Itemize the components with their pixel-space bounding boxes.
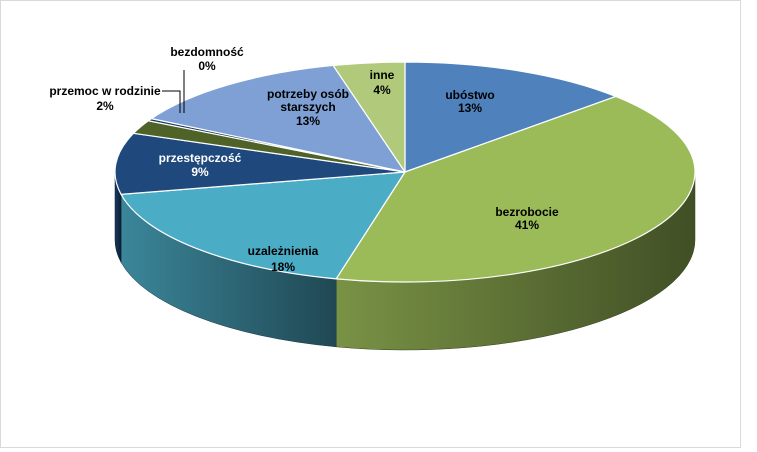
pie-slice-przestepczosc [114,132,406,195]
value-label-potrzeby-osob-starszych: 13% [296,114,320,128]
pie-slice-potrzeby-osob-starszych [150,64,406,173]
pie-labels: ubóstwo13%bezrobocie41%uzależnienia18%pr… [49,45,559,274]
pie-slice-inne [332,61,406,173]
category-label-uzaleznienia: uzależnienia [248,244,319,258]
category-label-bezdomnosc: bezdomność [170,45,244,59]
category-label-przestepczosc: przestępczość [159,151,242,165]
pie-slice-ubostwo [404,61,617,173]
value-label-przestepczosc: 9% [191,165,209,179]
leader-line-przemoc-w-rodzinie [162,90,181,113]
pie-slice-bezrobocie [335,95,696,283]
value-label-bezrobocie: 41% [515,218,539,232]
value-label-ubostwo: 13% [458,101,482,115]
value-label-inne: 4% [373,83,391,97]
value-label-bezdomnosc: 0% [198,59,216,73]
category-label-potrzeby-osob-starszych: potrzeby osób [267,87,349,101]
category-label-potrzeby-osob-starszych: starszych [280,100,335,114]
category-label-ubostwo: ubóstwo [445,88,494,102]
value-label-uzaleznienia: 18% [271,260,295,274]
value-label-przemoc-w-rodzinie: 2% [96,99,114,113]
pie-slice-uzaleznienia [120,171,406,280]
pie-top [114,61,696,283]
category-label-inne: inne [370,68,395,82]
category-label-bezrobocie: bezrobocie [495,205,559,219]
category-label-przemoc-w-rodzinie: przemoc w rodzinie [49,84,161,98]
